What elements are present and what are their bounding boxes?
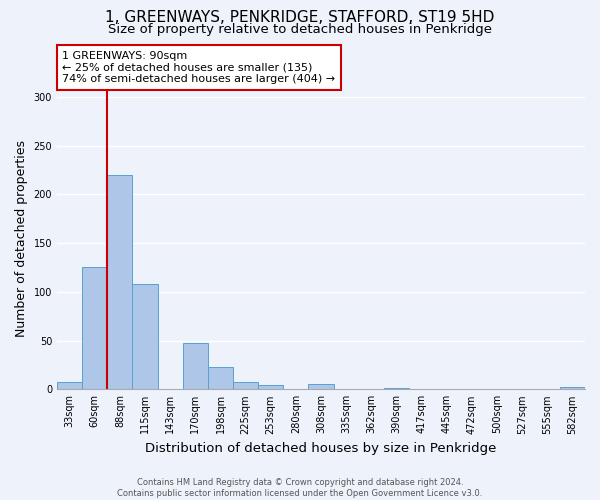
Bar: [82, 268, 107, 390]
Bar: [107, 175, 133, 390]
Bar: [384, 388, 409, 390]
Y-axis label: Number of detached properties: Number of detached properties: [15, 140, 28, 336]
Bar: [208, 367, 233, 390]
Text: 1, GREENWAYS, PENKRIDGE, STAFFORD, ST19 5HD: 1, GREENWAYS, PENKRIDGE, STAFFORD, ST19 …: [106, 10, 494, 25]
Text: 1 GREENWAYS: 90sqm
← 25% of detached houses are smaller (135)
74% of semi-detach: 1 GREENWAYS: 90sqm ← 25% of detached hou…: [62, 51, 335, 84]
Bar: [57, 382, 82, 390]
Bar: [233, 382, 258, 390]
Text: Contains HM Land Registry data © Crown copyright and database right 2024.
Contai: Contains HM Land Registry data © Crown c…: [118, 478, 482, 498]
Text: Size of property relative to detached houses in Penkridge: Size of property relative to detached ho…: [108, 22, 492, 36]
Bar: [133, 284, 158, 390]
Bar: [258, 386, 283, 390]
Bar: [183, 342, 208, 390]
Bar: [308, 384, 334, 390]
Bar: [560, 388, 585, 390]
X-axis label: Distribution of detached houses by size in Penkridge: Distribution of detached houses by size …: [145, 442, 497, 455]
